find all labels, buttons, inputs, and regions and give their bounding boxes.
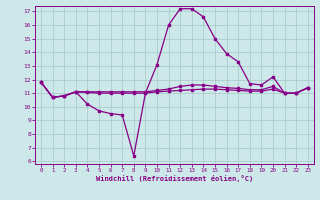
X-axis label: Windchill (Refroidissement éolien,°C): Windchill (Refroidissement éolien,°C) <box>96 175 253 182</box>
